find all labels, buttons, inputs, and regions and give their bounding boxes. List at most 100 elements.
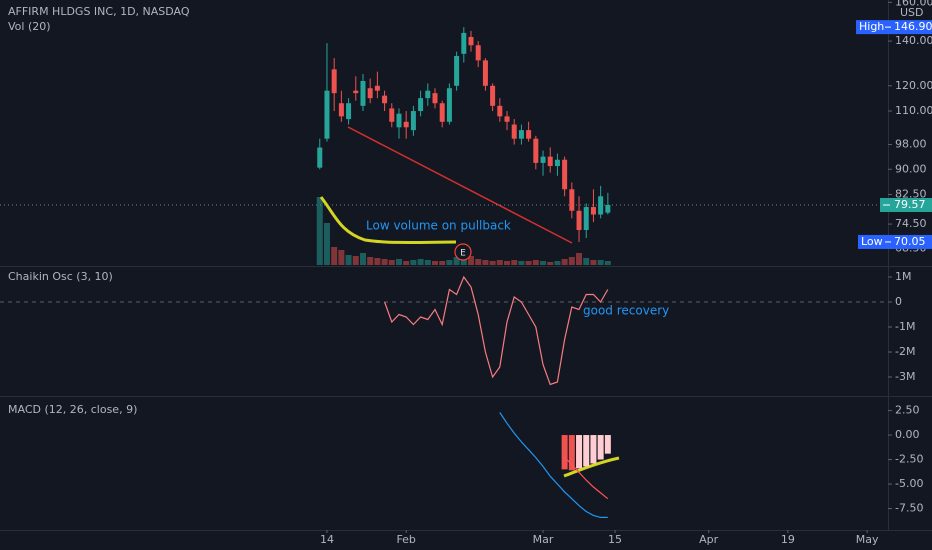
price-marker-value: 70.05 <box>894 235 926 248</box>
volume-bar <box>547 262 554 265</box>
volume-bar <box>417 259 424 265</box>
chart-title: AFFIRM HLDGS INC, 1D, NASDAQ <box>8 5 190 18</box>
histogram-bar <box>583 435 590 467</box>
volume-bar <box>482 260 489 265</box>
candle-body <box>425 90 431 99</box>
volume-bar <box>561 259 568 265</box>
x-tick-label: 14 <box>320 533 334 546</box>
y-tick-label: 2.50 <box>895 404 920 417</box>
candle-body <box>518 130 524 139</box>
candle-body <box>526 130 532 139</box>
volume-bar <box>590 260 597 265</box>
volume-bar <box>511 260 518 265</box>
candle-body <box>533 138 539 163</box>
candle-body <box>475 45 481 61</box>
y-tick-label: -2.50 <box>895 453 923 466</box>
volume-bar <box>331 247 338 265</box>
candle-body <box>490 85 496 106</box>
candle-body <box>338 103 344 117</box>
macd-title: MACD (12, 26, close, 9) <box>8 403 137 416</box>
volume-bar <box>554 261 561 265</box>
y-tick-label: 82.50 <box>895 187 927 200</box>
chaikin-title: Chaikin Osc (3, 10) <box>8 270 113 283</box>
candle-body <box>598 196 604 215</box>
volume-bar <box>439 261 446 265</box>
y-tick-label: -5.00 <box>895 477 923 490</box>
volume-bar <box>532 260 539 265</box>
y-tick-label: 90.00 <box>895 162 927 175</box>
trendline <box>347 126 573 244</box>
volume-bar <box>352 256 359 265</box>
candle-body <box>389 108 395 122</box>
y-tick-label: 1M <box>895 270 912 283</box>
candle-body <box>511 124 517 139</box>
last-price-label: 79.57 <box>894 198 926 211</box>
candle-body <box>605 204 611 213</box>
volume-bar <box>446 260 453 265</box>
x-tick-label: Mar <box>533 533 554 546</box>
candle-body <box>317 147 323 168</box>
price-marker-value: 146.90 <box>894 20 932 33</box>
candle-body <box>454 55 460 86</box>
y-tick-label: -2M <box>895 345 915 358</box>
volume-bar <box>388 260 395 265</box>
candle-body <box>583 207 589 230</box>
y-tick-label: 110.00 <box>895 104 932 117</box>
volume-bar <box>345 255 352 265</box>
candle-body <box>461 32 467 54</box>
volume-bar <box>489 261 496 265</box>
candle-body <box>547 156 553 167</box>
price-marker-name: High <box>859 20 884 33</box>
candle-body <box>331 69 337 94</box>
candle-body <box>569 189 575 211</box>
candle-body <box>540 156 546 163</box>
annotation: Low volume on pullback <box>366 219 511 233</box>
x-tick-label: 15 <box>608 533 622 546</box>
volume-bar <box>576 253 583 265</box>
volume-bar <box>410 260 417 265</box>
last-price-box <box>880 197 932 212</box>
y-tick-label: -1M <box>895 320 915 333</box>
volume-bar <box>316 197 323 265</box>
candle-body <box>439 103 445 122</box>
y-tick-label: 98.00 <box>895 138 927 151</box>
candle-body <box>446 88 452 122</box>
histogram-bar <box>576 435 583 469</box>
line-series <box>499 412 608 518</box>
candle-body <box>418 98 424 112</box>
histogram-bar <box>597 435 604 460</box>
volume-bar <box>403 261 410 265</box>
candle-body <box>403 121 409 128</box>
price-marker-box <box>856 20 932 35</box>
candle-body <box>590 207 596 215</box>
y-tick-label: -3M <box>895 370 915 383</box>
candle-body <box>554 159 560 167</box>
candle-body <box>576 210 582 230</box>
volume-bar <box>338 250 345 265</box>
y-tick-label: 140.00 <box>895 34 932 47</box>
event-circle <box>454 243 472 261</box>
highlight-curve <box>319 196 457 244</box>
volume-bar <box>583 258 590 265</box>
candle-body <box>353 90 359 94</box>
y-tick-label: 160.00 <box>895 0 932 8</box>
candle-body <box>374 85 380 91</box>
volume-bar <box>518 261 525 265</box>
volume-bar <box>475 259 482 265</box>
y-tick-label: 0.00 <box>895 428 920 441</box>
y-tick-label: 0 <box>895 295 902 308</box>
y-tick-label: 120.00 <box>895 79 932 92</box>
volume-title: Vol (20) <box>8 20 51 33</box>
volume-bar <box>525 261 532 265</box>
volume-bar <box>359 253 366 265</box>
candle-body <box>482 60 488 86</box>
volume-bar <box>367 257 374 265</box>
candle-body <box>396 113 402 128</box>
histogram-bar <box>590 435 597 464</box>
volume-bar <box>468 256 475 265</box>
volume-bar <box>431 261 438 265</box>
candle-body <box>468 36 474 46</box>
volume-bar <box>597 260 604 265</box>
candle-body <box>346 103 352 120</box>
